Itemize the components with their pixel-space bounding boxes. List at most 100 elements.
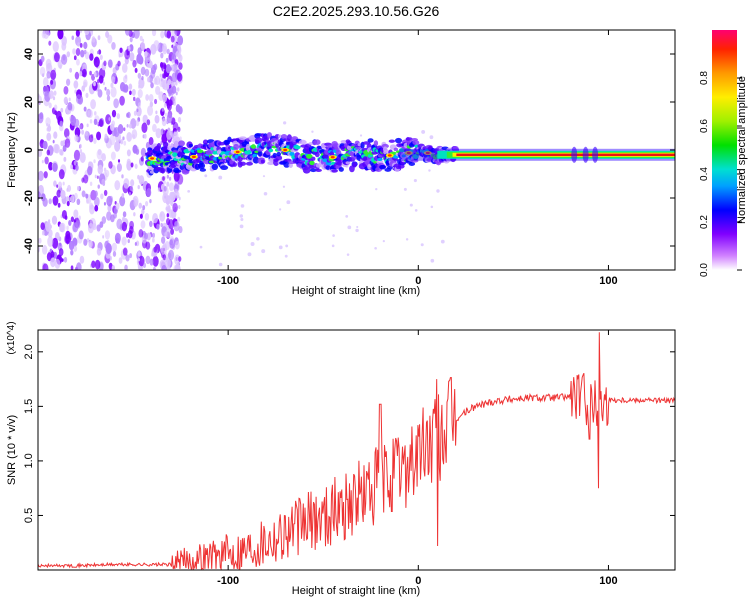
noise-speckle	[177, 72, 183, 82]
noise-speckle	[85, 110, 90, 118]
noise-speckle	[81, 190, 86, 198]
noise-speckle	[63, 85, 69, 95]
noise-speckle	[152, 255, 159, 267]
noise-speckle	[57, 202, 61, 208]
noise-speckle	[104, 86, 107, 91]
noise-speckle	[113, 127, 120, 138]
noise-speckle	[165, 57, 169, 63]
noise-speckle	[161, 43, 167, 52]
noise-speckle	[133, 198, 139, 207]
noise-speckle	[48, 123, 51, 128]
noise-speckle	[145, 255, 151, 265]
noise-speckle	[70, 249, 74, 256]
noise-speckle	[105, 114, 112, 125]
snr-axes: -100 0 100 0.5 1.0 1.5 2.0	[23, 330, 675, 587]
noise-speckle	[52, 139, 55, 144]
noise-speckle	[170, 228, 174, 235]
noise-speckle	[38, 170, 44, 182]
noise-speckle	[160, 222, 163, 228]
noise-speckle	[73, 149, 81, 161]
noise-speckle	[117, 60, 121, 67]
signal-core	[268, 148, 274, 153]
noise-speckle	[163, 73, 167, 79]
noise-speckle	[84, 130, 89, 137]
noise-speckle	[283, 121, 287, 125]
noise-speckle	[165, 63, 172, 74]
noise-speckle	[53, 90, 57, 96]
noise-speckle	[106, 195, 113, 207]
noise-speckle	[48, 90, 54, 99]
noise-speckle	[119, 47, 123, 53]
snr-scale-note: (x10^4)	[6, 321, 17, 354]
noise-speckle	[129, 90, 132, 95]
noise-speckle	[175, 91, 178, 96]
noise-speckle	[132, 134, 136, 140]
noise-speckle	[124, 30, 131, 36]
noise-speckle	[53, 180, 57, 187]
noise-speckle	[122, 247, 128, 256]
signal-core	[294, 145, 301, 150]
signal-core	[289, 151, 295, 157]
signal-halo	[338, 167, 344, 172]
noise-speckle	[80, 49, 85, 58]
noise-speckle	[162, 94, 168, 103]
noise-speckle	[155, 110, 158, 115]
noise-speckle	[133, 63, 136, 68]
noise-speckle	[93, 81, 96, 87]
spectrogram-y-tick-label: 40	[23, 48, 35, 60]
signal-halo	[260, 159, 265, 164]
spectrogram-x-tick-label: -100	[217, 275, 239, 287]
noise-speckle	[48, 102, 52, 109]
noise-speckle	[374, 246, 377, 250]
noise-speckle	[127, 45, 131, 52]
noise-speckle	[162, 254, 167, 261]
noise-speckle	[126, 132, 132, 142]
signal-halo	[160, 167, 166, 174]
spectrogram-xlabel: Height of straight line (km)	[292, 285, 420, 297]
noise-speckle	[161, 117, 167, 127]
noise-speckle	[46, 149, 51, 156]
snr-background	[38, 330, 675, 570]
signal-halo	[238, 136, 247, 141]
noise-speckle	[104, 230, 111, 240]
noise-speckle	[174, 263, 181, 270]
noise-speckle	[135, 148, 140, 155]
noise-speckle	[43, 30, 50, 40]
noise-speckle	[79, 124, 82, 130]
noise-speckle	[89, 181, 93, 186]
noise-speckle	[421, 129, 426, 134]
noise-speckle	[173, 100, 177, 106]
noise-speckle	[40, 55, 45, 63]
noise-speckle	[93, 56, 100, 68]
noise-speckle	[128, 191, 131, 196]
noise-speckle	[279, 208, 282, 211]
noise-speckle	[218, 175, 223, 180]
noise-speckle	[52, 96, 56, 101]
noise-speckle	[121, 193, 125, 198]
colorbar-tick-label: 0.6	[699, 119, 710, 133]
noise-speckle	[75, 48, 81, 56]
signal-halo	[323, 154, 328, 159]
noise-speckle	[43, 171, 48, 179]
noise-speckle	[161, 236, 166, 244]
noise-speckle	[111, 76, 116, 84]
noise-speckle	[135, 119, 140, 127]
noise-speckle	[129, 52, 135, 62]
noise-speckle	[346, 253, 350, 256]
noise-speckle	[139, 35, 143, 42]
signal-halo	[314, 139, 321, 146]
noise-speckle	[156, 223, 160, 230]
signal-core	[377, 157, 383, 161]
noise-speckle	[142, 205, 146, 211]
noise-speckle	[169, 67, 172, 71]
noise-speckle	[62, 145, 67, 152]
noise-speckle	[140, 41, 146, 51]
signal-halo	[220, 165, 229, 171]
noise-speckle	[104, 133, 108, 139]
signal-halo	[199, 160, 204, 165]
noise-speckle	[103, 60, 107, 67]
noise-speckle	[199, 245, 203, 249]
noise-speckle	[131, 88, 136, 96]
noise-speckle	[177, 52, 182, 59]
noise-speckle	[47, 236, 54, 247]
